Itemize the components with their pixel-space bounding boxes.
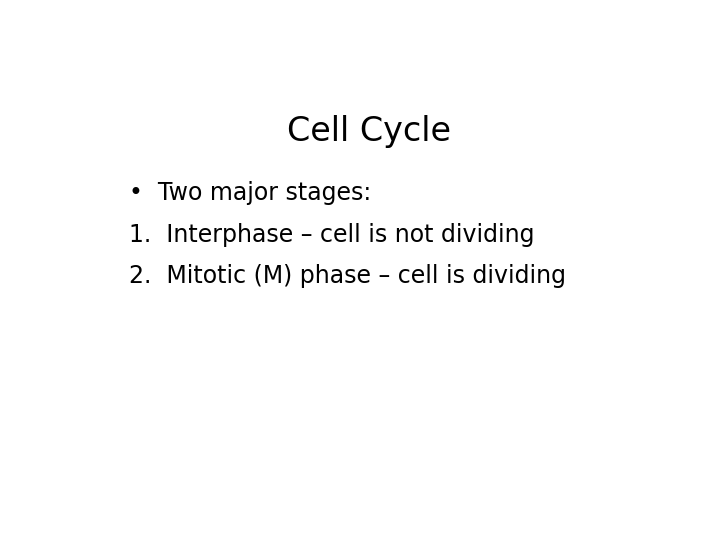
- Text: Cell Cycle: Cell Cycle: [287, 114, 451, 148]
- Text: •  Two major stages:: • Two major stages:: [129, 181, 372, 205]
- Text: 1.  Interphase – cell is not dividing: 1. Interphase – cell is not dividing: [129, 223, 534, 247]
- Text: 2.  Mitotic (M) phase – cell is dividing: 2. Mitotic (M) phase – cell is dividing: [129, 265, 566, 288]
